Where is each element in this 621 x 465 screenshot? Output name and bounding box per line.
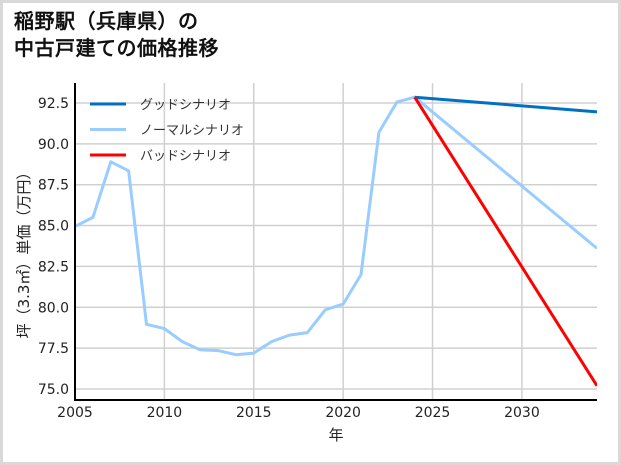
y-tick-label: 92.5 bbox=[38, 96, 69, 112]
x-tick-label: 2030 bbox=[504, 405, 540, 421]
y-tick-label: 87.5 bbox=[38, 178, 69, 194]
y-tick-label: 82.5 bbox=[38, 259, 69, 275]
x-tick-label: 2020 bbox=[325, 405, 361, 421]
y-tick-label: 90.0 bbox=[38, 137, 69, 153]
series-line bbox=[414, 95, 597, 114]
x-tick-label: 2005 bbox=[57, 405, 93, 421]
y-tick-label: 75.0 bbox=[38, 382, 69, 398]
x-tick-label: 2015 bbox=[236, 405, 272, 421]
chart-title: 稲野駅（兵庫県）の 中古戸建ての価格推移 bbox=[14, 8, 219, 62]
y-tick-label: 80.0 bbox=[38, 300, 69, 316]
y-axis-label: 坪（3.3㎡）単価（万円） bbox=[15, 165, 33, 339]
x-tick-label: 2025 bbox=[415, 405, 451, 421]
series-line bbox=[75, 95, 597, 357]
chart-title-line1: 稲野駅（兵庫県）の bbox=[14, 9, 199, 33]
y-tick-label: 77.5 bbox=[38, 341, 69, 357]
chart-card bbox=[3, 3, 618, 462]
legend-label: バッドシナリオ bbox=[140, 149, 231, 164]
series-line bbox=[413, 96, 597, 387]
legend-label: グッドシナリオ bbox=[140, 98, 231, 113]
plot-area bbox=[75, 95, 597, 387]
chart-title-line2: 中古戸建ての価格推移 bbox=[14, 36, 219, 60]
legend-label: ノーマルシナリオ bbox=[140, 124, 244, 139]
x-tick-label: 2010 bbox=[147, 405, 183, 421]
x-axis-label: 年 bbox=[328, 426, 343, 444]
y-tick-label: 85.0 bbox=[38, 219, 69, 235]
